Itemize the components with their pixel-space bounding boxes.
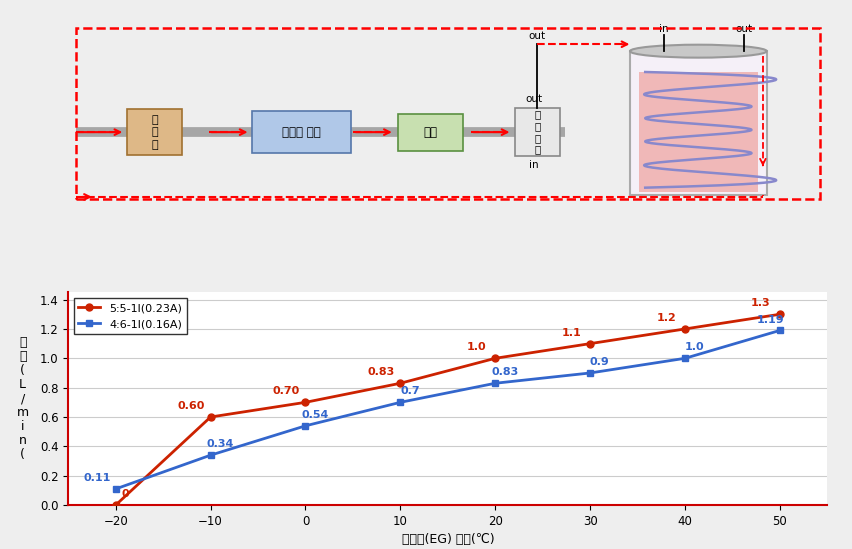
Text: 1.19: 1.19 bbox=[756, 315, 783, 324]
FancyBboxPatch shape bbox=[638, 72, 757, 192]
4:6-1l(0.16A) bbox=[490, 380, 500, 386]
Line: 4:6-1l(0.16A): 4:6-1l(0.16A) bbox=[112, 327, 782, 492]
Text: 펜프: 펜프 bbox=[423, 126, 437, 139]
4:6-1l(0.16A) bbox=[111, 486, 121, 492]
Text: 0.70: 0.70 bbox=[273, 386, 300, 396]
Text: 1.0: 1.0 bbox=[684, 343, 704, 352]
Text: 0.7: 0.7 bbox=[400, 386, 419, 396]
Text: in: in bbox=[659, 24, 668, 33]
5:5-1l(0.23A) bbox=[679, 326, 689, 332]
Legend: 5:5-1l(0.23A), 4:6-1l(0.16A): 5:5-1l(0.23A), 4:6-1l(0.16A) bbox=[74, 298, 187, 334]
Ellipse shape bbox=[630, 44, 766, 58]
Text: 1.0: 1.0 bbox=[466, 343, 486, 352]
Text: 0.83: 0.83 bbox=[491, 367, 518, 377]
Text: 리저브 킱크: 리저브 킱크 bbox=[282, 126, 320, 139]
Text: 0.83: 0.83 bbox=[367, 367, 394, 377]
4:6-1l(0.16A) bbox=[774, 327, 784, 334]
4:6-1l(0.16A) bbox=[300, 423, 310, 429]
Text: 유
량
계: 유 량 계 bbox=[152, 115, 158, 149]
Text: 0: 0 bbox=[121, 489, 129, 499]
Text: 0.34: 0.34 bbox=[206, 439, 233, 449]
4:6-1l(0.16A) bbox=[679, 355, 689, 362]
5:5-1l(0.23A) bbox=[490, 355, 500, 362]
5:5-1l(0.23A) bbox=[774, 311, 784, 317]
4:6-1l(0.16A) bbox=[584, 369, 595, 376]
5:5-1l(0.23A) bbox=[394, 380, 405, 386]
FancyBboxPatch shape bbox=[514, 108, 560, 156]
Text: out: out bbox=[525, 94, 542, 104]
Text: 0.54: 0.54 bbox=[301, 410, 328, 420]
FancyBboxPatch shape bbox=[398, 114, 463, 150]
Line: 5:5-1l(0.23A): 5:5-1l(0.23A) bbox=[112, 311, 782, 508]
Text: 0.60: 0.60 bbox=[178, 401, 205, 411]
X-axis label: 부동액(EG) 온도(℃): 부동액(EG) 온도(℃) bbox=[401, 534, 493, 546]
5:5-1l(0.23A) bbox=[205, 414, 216, 421]
Text: 1.3: 1.3 bbox=[751, 299, 770, 309]
FancyBboxPatch shape bbox=[127, 109, 182, 155]
Text: 1.2: 1.2 bbox=[655, 313, 675, 323]
FancyBboxPatch shape bbox=[630, 51, 766, 194]
Text: 0.11: 0.11 bbox=[83, 473, 110, 483]
Text: 0.9: 0.9 bbox=[589, 357, 609, 367]
5:5-1l(0.23A) bbox=[111, 502, 121, 508]
4:6-1l(0.16A) bbox=[394, 399, 405, 406]
5:5-1l(0.23A) bbox=[584, 340, 595, 347]
Text: in: in bbox=[528, 160, 538, 170]
Text: out: out bbox=[528, 31, 545, 41]
Y-axis label: 유
량
(
L
/
m
i
n
(: 유 량 ( L / m i n ( bbox=[16, 336, 29, 461]
5:5-1l(0.23A) bbox=[300, 399, 310, 406]
Text: 1.1: 1.1 bbox=[561, 328, 580, 338]
Text: out: out bbox=[734, 24, 751, 33]
Text: 전
기
히
터: 전 기 히 터 bbox=[533, 109, 540, 154]
4:6-1l(0.16A) bbox=[205, 452, 216, 458]
FancyBboxPatch shape bbox=[251, 111, 350, 153]
